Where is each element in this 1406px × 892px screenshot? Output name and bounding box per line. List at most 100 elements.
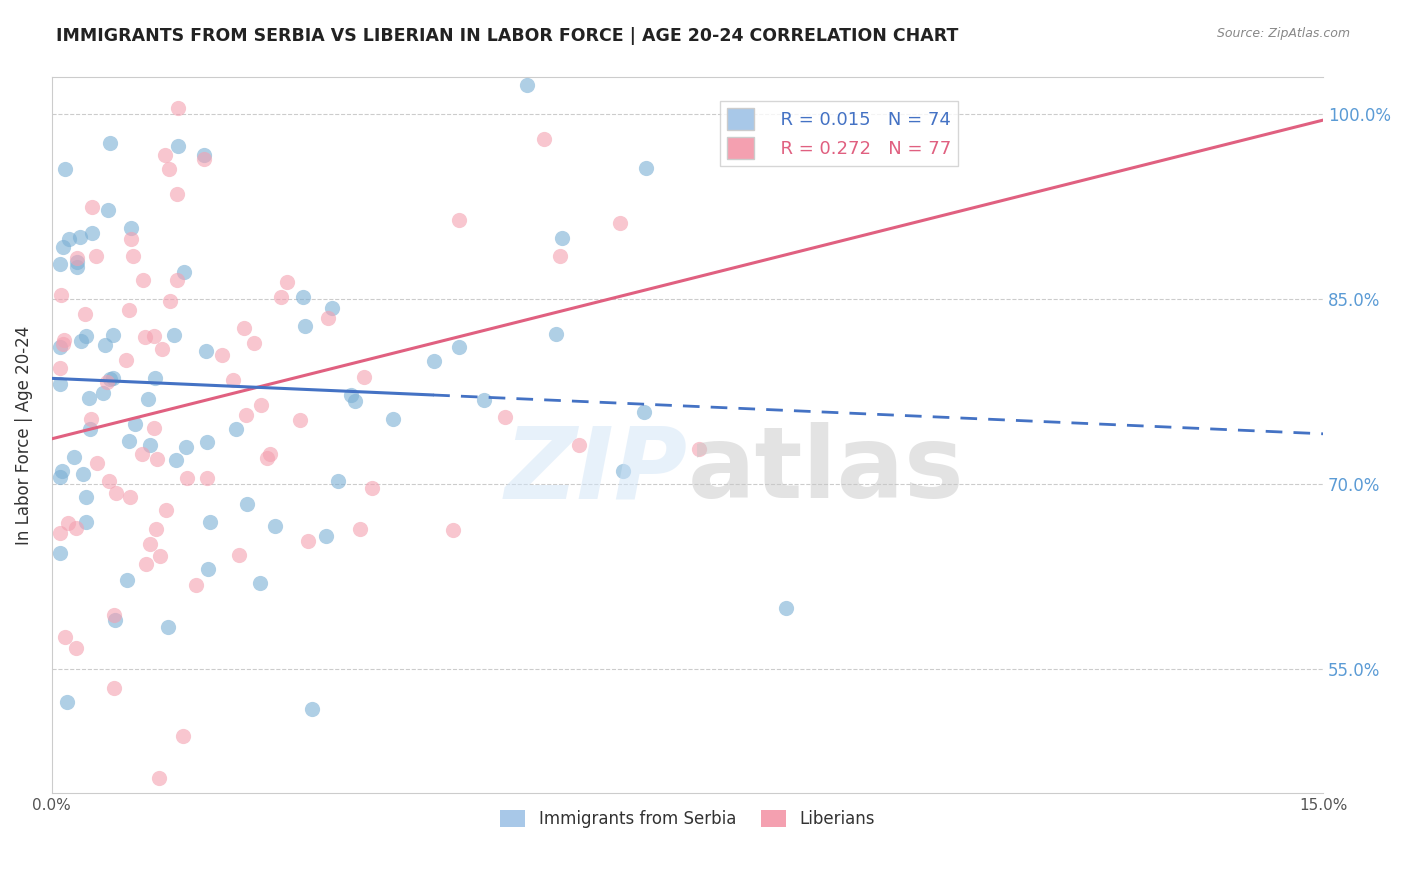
Point bbox=[150, 342, 173, 356]
Point bbox=[75, 328, 97, 343]
Point bbox=[98, 136, 121, 150]
Text: atlas: atlas bbox=[688, 422, 965, 519]
Point bbox=[103, 608, 125, 623]
Point bbox=[193, 148, 215, 162]
Point bbox=[49, 288, 72, 302]
Point bbox=[165, 453, 187, 467]
Point bbox=[288, 412, 311, 426]
Point bbox=[167, 139, 190, 153]
Point bbox=[120, 490, 142, 504]
Point bbox=[49, 525, 72, 540]
Point bbox=[79, 412, 101, 426]
Point bbox=[104, 486, 127, 500]
Text: IMMIGRANTS FROM SERBIA VS LIBERIAN IN LABOR FORCE | AGE 20-24 CORRELATION CHART: IMMIGRANTS FROM SERBIA VS LIBERIAN IN LA… bbox=[56, 27, 959, 45]
Point bbox=[53, 333, 76, 347]
Point bbox=[447, 340, 470, 354]
Point bbox=[174, 440, 197, 454]
Point bbox=[634, 161, 657, 176]
Point bbox=[124, 417, 146, 431]
Point bbox=[568, 438, 591, 452]
Point bbox=[195, 434, 218, 449]
Point bbox=[225, 422, 247, 436]
Point bbox=[233, 321, 256, 335]
Point bbox=[49, 257, 72, 271]
Point bbox=[103, 328, 125, 343]
Point bbox=[343, 394, 366, 409]
Point bbox=[79, 422, 101, 436]
Point bbox=[143, 371, 166, 385]
Point bbox=[353, 370, 375, 384]
Point bbox=[163, 328, 186, 343]
Point bbox=[107, 0, 129, 5]
Point bbox=[166, 101, 188, 115]
Point bbox=[82, 226, 104, 240]
Point bbox=[49, 470, 72, 484]
Point bbox=[249, 576, 271, 591]
Point bbox=[200, 515, 222, 529]
Point bbox=[66, 255, 89, 269]
Point bbox=[52, 336, 75, 351]
Point bbox=[176, 471, 198, 485]
Point bbox=[544, 327, 567, 342]
Point bbox=[301, 702, 323, 716]
Point bbox=[96, 375, 118, 389]
Point bbox=[49, 361, 72, 376]
Point bbox=[235, 408, 257, 422]
Point bbox=[441, 523, 464, 537]
Point bbox=[82, 200, 104, 214]
Point bbox=[349, 522, 371, 536]
Point bbox=[291, 289, 314, 303]
Point bbox=[148, 771, 170, 785]
Text: Source: ZipAtlas.com: Source: ZipAtlas.com bbox=[1216, 27, 1350, 40]
Point bbox=[103, 681, 125, 696]
Point bbox=[195, 471, 218, 485]
Point bbox=[118, 303, 141, 318]
Point bbox=[316, 311, 339, 326]
Point bbox=[62, 450, 84, 464]
Point bbox=[166, 273, 188, 287]
Point bbox=[250, 398, 273, 412]
Point bbox=[201, 805, 224, 819]
Point bbox=[66, 252, 89, 266]
Point bbox=[98, 372, 121, 386]
Point bbox=[131, 273, 153, 287]
Point bbox=[184, 578, 207, 592]
Point bbox=[211, 348, 233, 362]
Point bbox=[264, 518, 287, 533]
Point bbox=[79, 36, 101, 50]
Point bbox=[172, 729, 194, 743]
Point bbox=[422, 353, 444, 368]
Point bbox=[142, 421, 165, 435]
Point bbox=[516, 78, 538, 92]
Point bbox=[228, 548, 250, 562]
Point bbox=[52, 240, 75, 254]
Point bbox=[197, 562, 219, 576]
Point bbox=[66, 260, 89, 274]
Point bbox=[449, 213, 471, 227]
Point bbox=[75, 307, 97, 321]
Point bbox=[94, 338, 117, 352]
Point bbox=[156, 620, 179, 634]
Point bbox=[242, 335, 264, 350]
Point bbox=[315, 529, 337, 543]
Point bbox=[193, 152, 215, 166]
Point bbox=[236, 497, 259, 511]
Point bbox=[136, 392, 159, 406]
Point bbox=[381, 412, 404, 426]
Point bbox=[321, 301, 343, 315]
Point bbox=[98, 475, 121, 489]
Point bbox=[149, 549, 172, 563]
Point bbox=[276, 276, 298, 290]
Point bbox=[609, 216, 631, 230]
Point bbox=[533, 132, 555, 146]
Point bbox=[157, 161, 180, 176]
Point bbox=[53, 630, 76, 644]
Point bbox=[103, 370, 125, 384]
Point bbox=[138, 536, 160, 550]
Point bbox=[69, 230, 91, 244]
Point bbox=[340, 388, 363, 402]
Point bbox=[134, 330, 156, 344]
Point bbox=[222, 373, 245, 387]
Point bbox=[548, 249, 571, 263]
Point bbox=[75, 490, 97, 504]
